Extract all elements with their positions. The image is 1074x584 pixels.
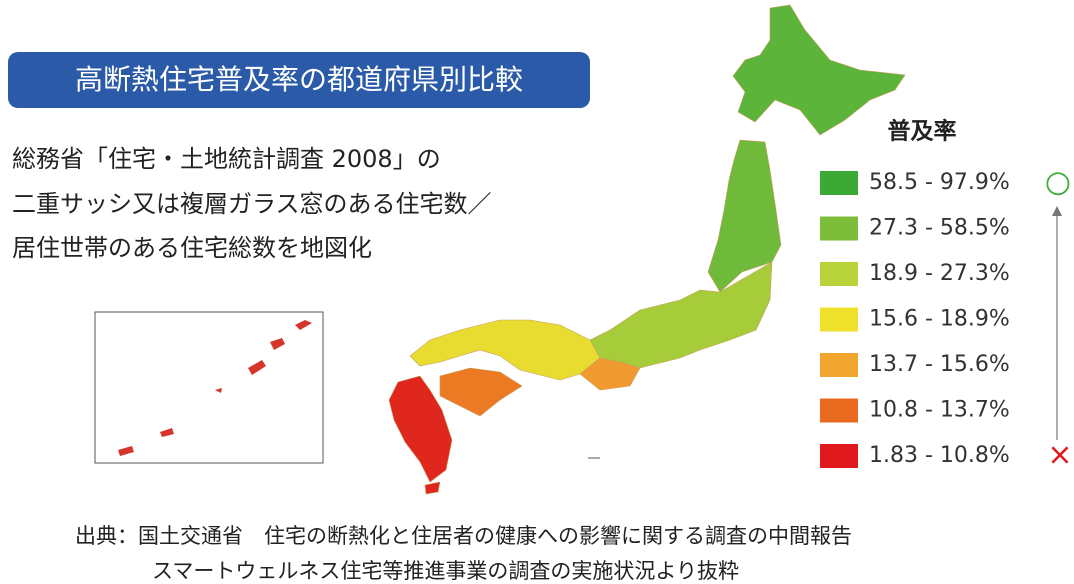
kyushu <box>388 375 453 483</box>
inset <box>94 311 324 464</box>
hokkaido <box>732 4 906 136</box>
legend-label: 18.9 - 27.3% <box>869 261 1010 286</box>
description-line: 総務省「住宅・土地統計調査 2008」の <box>12 145 441 173</box>
legend: 普及率 ○ × 58.5 - 97.9% 27.3 - 58.5% 18.9 - 2… <box>820 118 1073 473</box>
legend-swatch <box>820 216 858 241</box>
description-line: 二重サッシ又は複層ガラス窓のある住宅数／ <box>12 190 492 218</box>
title-badge <box>8 52 590 108</box>
inset-frame <box>94 311 324 464</box>
source-line: 出典：国土交通省 住宅の断熱化と住居者の健康への影響に関する調査の中間報告 <box>75 524 852 548</box>
legend-swatch <box>820 262 858 286</box>
source-line: スマートウェルネス住宅等推進事業の調査の実施状況より抜粋 <box>152 559 739 583</box>
island <box>248 360 266 375</box>
legend-label: 10.8 - 13.7% <box>869 398 1010 423</box>
island <box>270 338 285 350</box>
island <box>160 428 174 437</box>
top-marker: ○ <box>1045 165 1071 200</box>
tohoku <box>707 139 782 293</box>
legend-swatch <box>820 171 858 195</box>
island <box>215 388 222 393</box>
arrow-head <box>1052 206 1062 216</box>
map <box>388 4 906 495</box>
legend-label: 58.5 - 97.9% <box>869 170 1010 195</box>
shikoku <box>439 367 523 417</box>
kansai-chugoku <box>409 319 601 381</box>
legend-label: 27.3 - 58.5% <box>869 216 1010 241</box>
island <box>424 481 441 495</box>
island <box>118 446 134 456</box>
legend-title: 普及率 <box>888 118 957 145</box>
legend-label: 1.83 - 10.8% <box>869 443 1010 468</box>
legend-label: 15.6 - 18.9% <box>869 307 1010 332</box>
legend-label: 13.7 - 15.6% <box>869 352 1010 377</box>
description-line: 居住世帯のある住宅総数を地図化 <box>12 234 372 262</box>
tokai-coast <box>579 357 641 391</box>
legend-swatch <box>820 444 858 468</box>
legend-swatch <box>820 398 858 423</box>
title: 高断熱住宅普及率の都道府県別比較 <box>75 63 523 96</box>
island <box>295 320 312 330</box>
bottom-marker: × <box>1047 438 1072 473</box>
legend-swatch <box>820 307 858 332</box>
legend-swatch <box>820 353 858 377</box>
kanto-chubu <box>589 261 773 369</box>
